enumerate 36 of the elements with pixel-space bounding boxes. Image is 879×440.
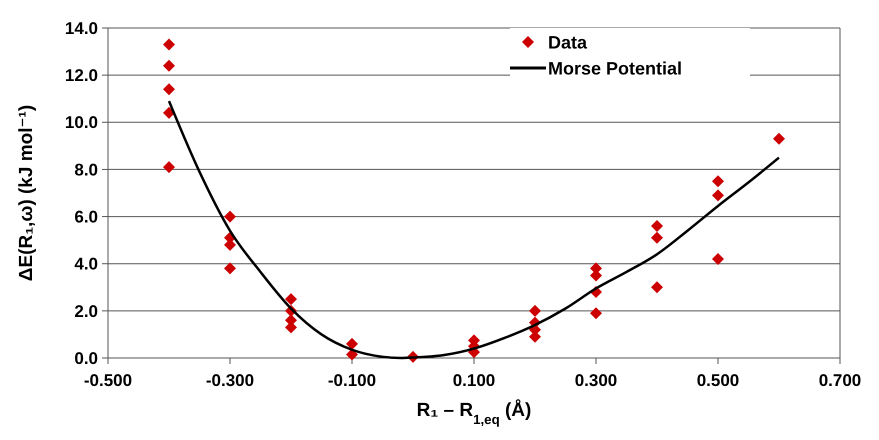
point [590, 307, 602, 320]
y-tick-label: 14.0 [64, 18, 98, 38]
legend-label: Morse Potential [548, 58, 682, 78]
x-tick-label: 0.100 [452, 371, 496, 390]
x-axis-title: R₁ – R$_{1,eq}$ (Å) [416, 399, 532, 426]
y-tick-label: 2.0 [74, 302, 98, 321]
y-axis-title: ΔE(R₁,ω) (kJ mol⁻¹) [16, 104, 37, 282]
point [224, 210, 236, 223]
point [163, 60, 175, 72]
point [529, 304, 541, 317]
y-tick-label: 6.0 [74, 208, 98, 227]
y-tick-label: 0.0 [74, 348, 98, 368]
x-tick-label: -0.300 [206, 371, 254, 390]
point [163, 38, 175, 50]
point [163, 161, 175, 174]
point [224, 262, 236, 274]
x-tick-label: -0.500 [84, 371, 132, 390]
point [285, 293, 297, 306]
point [712, 189, 724, 202]
point [712, 175, 724, 188]
x-tick-label: -0.100 [328, 371, 376, 390]
point [346, 338, 358, 350]
y-tick-label: 10.0 [64, 113, 98, 132]
point [651, 281, 663, 294]
legend-label: Data [548, 32, 588, 52]
x-tick-label: 0.700 [818, 371, 862, 390]
y-tick-label: 8.0 [74, 160, 98, 180]
x-tick-label: 0.500 [696, 371, 740, 390]
point [651, 232, 663, 244]
point [163, 83, 175, 96]
y-tick-label: 4.0 [74, 254, 98, 274]
x-tick-label: 0.300 [574, 371, 618, 390]
point [712, 253, 724, 265]
y-tick-label: 12.0 [64, 66, 98, 86]
point [651, 220, 663, 232]
point [773, 132, 785, 145]
